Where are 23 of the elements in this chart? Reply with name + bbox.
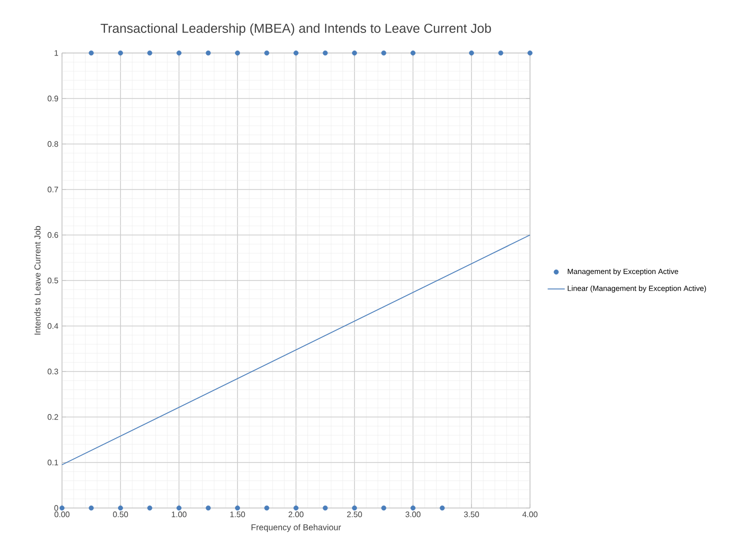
x-tick-label: 3.50 — [464, 512, 479, 518]
y-tick-label: 0.5 — [48, 278, 58, 284]
y-tick-label: 0 — [54, 505, 58, 511]
y-tick-label: 0.1 — [48, 460, 58, 466]
y-tick-label: 0.4 — [48, 323, 58, 329]
x-tick-label: 1.00 — [172, 512, 186, 518]
x-axis-title: Frequency of Behaviour — [252, 524, 341, 532]
y-tick-label: 0.8 — [48, 141, 58, 147]
x-tick-label: 4.00 — [522, 512, 538, 518]
x-tick-label: 3.00 — [406, 512, 420, 518]
chart-title: Transactional Leadership (MBEA) and Intends to Leave Current Job — [100, 23, 491, 36]
y-tick-label: 0.2 — [48, 414, 58, 420]
y-tick-label: 0.3 — [48, 368, 58, 374]
x-tick-label: 0.00 — [54, 512, 70, 518]
y-tick-label: 1 — [54, 50, 58, 56]
y-axis-title: Intends to Leave Current Job — [34, 226, 40, 335]
x-tick-label: 0.50 — [113, 512, 128, 518]
x-tick-label: 2.50 — [347, 512, 362, 518]
x-tick-label: 1.50 — [230, 512, 245, 518]
y-tick-label: 0.7 — [48, 186, 58, 192]
x-tick-label: 2.00 — [288, 512, 304, 518]
y-tick-label: 0.6 — [48, 232, 58, 238]
y-tick-label: 0.9 — [48, 96, 58, 102]
